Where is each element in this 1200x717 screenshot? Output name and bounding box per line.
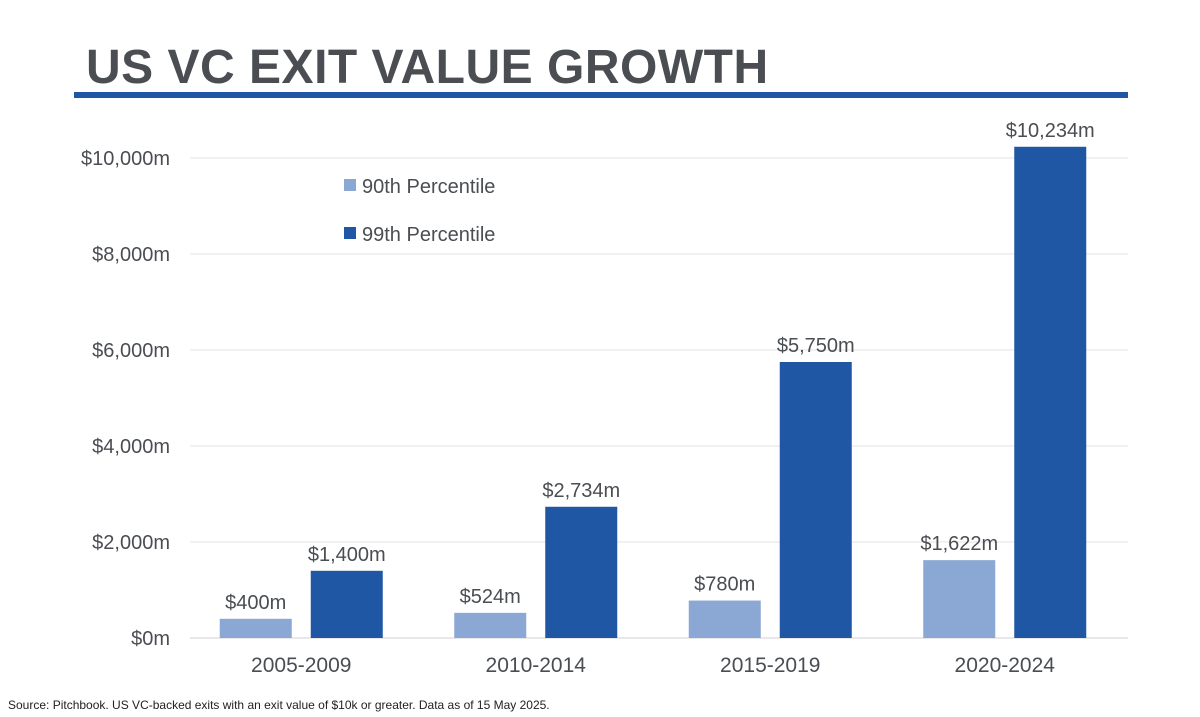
chart-title: US VC EXIT VALUE GROWTH (86, 41, 769, 94)
bar-90th-percentile (923, 560, 996, 638)
data-label: $5,750m (777, 335, 855, 357)
data-label: $524m (460, 586, 521, 608)
data-label: $400m (225, 592, 286, 614)
data-label: $2,734m (542, 480, 620, 502)
bar-99th-percentile (545, 506, 618, 638)
data-label: $780m (694, 574, 755, 596)
y-tick-label: $2,000m (92, 532, 170, 554)
data-label: $1,400m (308, 544, 386, 566)
y-tick-label: $10,000m (81, 148, 170, 170)
bar-90th-percentile (454, 612, 527, 638)
title-underline (74, 92, 1128, 98)
y-tick-label: $8,000m (92, 244, 170, 266)
x-tick-label: 2020-2024 (955, 654, 1056, 677)
legend-swatch (344, 179, 356, 191)
bar-99th-percentile (310, 570, 383, 638)
y-tick-label: $4,000m (92, 436, 170, 458)
legend-label: 90th Percentile (362, 176, 495, 198)
data-label: $10,234m (1006, 120, 1095, 142)
bar-90th-percentile (688, 600, 761, 638)
x-tick-label: 2005-2009 (251, 654, 351, 677)
x-tick-label: 2015-2019 (720, 654, 820, 677)
data-label: $1,622m (920, 533, 998, 555)
bar-90th-percentile (219, 618, 292, 638)
bar-99th-percentile (1014, 146, 1087, 638)
y-tick-label: $0m (131, 628, 170, 650)
source-note: Source: Pitchbook. US VC-backed exits wi… (8, 698, 550, 712)
x-tick-label: 2010-2014 (486, 654, 587, 677)
legend-swatch (344, 227, 356, 239)
y-tick-label: $6,000m (92, 340, 170, 362)
bar-99th-percentile (779, 362, 852, 638)
legend-label: 99th Percentile (362, 224, 495, 246)
